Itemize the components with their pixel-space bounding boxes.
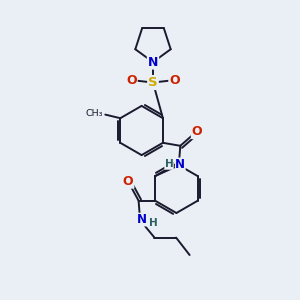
Text: H: H [165,159,173,170]
Text: N: N [175,158,185,171]
Text: O: O [123,175,134,188]
Text: N: N [136,213,147,226]
Text: N: N [148,56,158,69]
Text: H: H [149,218,158,228]
Text: O: O [169,74,180,87]
Text: O: O [126,74,137,87]
Text: S: S [148,76,158,89]
Text: O: O [192,125,203,138]
Text: CH₃: CH₃ [85,110,103,118]
